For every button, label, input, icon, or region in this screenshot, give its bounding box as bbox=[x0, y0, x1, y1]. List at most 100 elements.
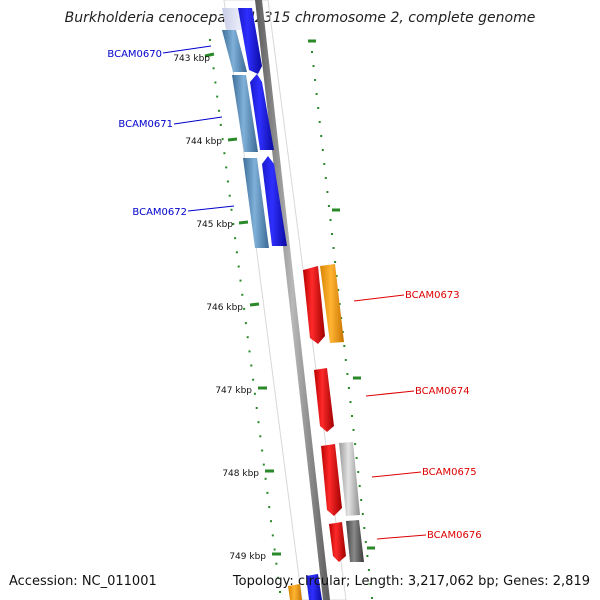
ruler-dot bbox=[243, 307, 246, 310]
gene-label-bcam0673[interactable]: BCAM0673 bbox=[405, 290, 460, 301]
ruler-dot bbox=[271, 534, 274, 537]
gene-label-bcam0676[interactable]: BCAM0676 bbox=[427, 530, 482, 541]
ruler-dot bbox=[266, 491, 269, 494]
gene-arrow-partial-top[interactable] bbox=[222, 8, 242, 30]
ruler-dot bbox=[358, 485, 361, 487]
ruler-dot bbox=[234, 237, 237, 240]
ruler-dot bbox=[357, 471, 360, 473]
ruler-left bbox=[209, 39, 281, 593]
map-title: Burkholderia cenocepacia J2315 chromosom… bbox=[64, 10, 536, 26]
gene-arrow-bcam0670[interactable] bbox=[222, 8, 262, 74]
gene-arrow-partial-bottom[interactable] bbox=[288, 574, 322, 600]
ruler-dot bbox=[223, 152, 226, 155]
ruler-dot bbox=[270, 520, 272, 523]
tick-label-745: 745 kbp bbox=[196, 220, 233, 230]
gene-label-bcam0670[interactable]: BCAM0670 bbox=[107, 49, 162, 60]
ruler-dot bbox=[312, 65, 315, 67]
ruler-dot bbox=[239, 279, 242, 282]
ruler-dot bbox=[361, 513, 364, 515]
ruler-dot bbox=[343, 345, 346, 347]
ruler-dot bbox=[264, 477, 267, 480]
ruler-dot bbox=[366, 555, 369, 557]
ruler-dot bbox=[219, 123, 222, 126]
ruler-dot bbox=[262, 463, 265, 466]
ruler-dot bbox=[352, 429, 355, 431]
ruler-dot bbox=[259, 435, 262, 438]
genome-summary: Topology: circular; Length: 3,217,062 bp… bbox=[232, 574, 590, 589]
gene-arrow-bcam0675[interactable] bbox=[321, 442, 360, 516]
ruler-dot bbox=[221, 138, 224, 141]
tick-label-749: 749 kbp bbox=[229, 552, 266, 562]
ruler-dot bbox=[347, 387, 350, 389]
ruler-dot bbox=[346, 373, 349, 375]
gene-arrow-bcam0671[interactable] bbox=[232, 74, 274, 152]
ruler-dot bbox=[244, 322, 247, 325]
ruler-dot bbox=[354, 443, 357, 445]
ruler-dot bbox=[225, 166, 228, 169]
ruler-dot bbox=[226, 180, 229, 183]
ruler-dot bbox=[332, 247, 335, 249]
ruler-dot bbox=[364, 541, 367, 543]
ruler-dot bbox=[250, 364, 253, 367]
ruler-dot bbox=[257, 421, 260, 424]
ruler-dot bbox=[360, 499, 363, 501]
gene-label-bcam0671[interactable]: BCAM0671 bbox=[118, 119, 173, 130]
ruler-dot bbox=[273, 548, 276, 551]
ruler-dot bbox=[314, 79, 317, 81]
right-gene-labels: BCAM0673 BCAM0674 BCAM0675 BCAM0676 bbox=[353, 290, 482, 541]
ruler-dot bbox=[252, 378, 255, 381]
ruler-dot bbox=[268, 506, 271, 509]
ruler-dot bbox=[241, 293, 244, 296]
ruler-dot bbox=[335, 275, 338, 277]
accession-label: Accession: NC_011001 bbox=[9, 574, 157, 589]
ruler-dot bbox=[311, 51, 313, 53]
ruler-dot bbox=[320, 135, 323, 137]
ruler-dot bbox=[218, 109, 220, 112]
ruler-dot bbox=[275, 562, 278, 565]
ruler-dot bbox=[216, 95, 219, 98]
ruler-dot bbox=[371, 597, 373, 599]
gene-arrow-bcam0672[interactable] bbox=[243, 156, 287, 248]
tick-marks bbox=[204, 39, 375, 556]
tick-label-743: 743 kbp bbox=[173, 54, 210, 64]
ruler-dot bbox=[331, 233, 333, 235]
ruler-dot bbox=[334, 261, 337, 263]
tick-label-746: 746 kbp bbox=[206, 303, 243, 313]
ruler-dot bbox=[237, 265, 240, 268]
gene-arrow-bcam0674[interactable] bbox=[314, 368, 334, 432]
ruler-dot bbox=[209, 39, 211, 41]
ruler-dot bbox=[349, 401, 352, 403]
ruler-dot bbox=[355, 457, 358, 459]
ruler-dot bbox=[230, 208, 233, 211]
ruler-dot bbox=[279, 591, 281, 593]
ruler-dot bbox=[228, 194, 231, 197]
ruler-dot bbox=[248, 350, 251, 353]
ruler-dot bbox=[214, 81, 217, 84]
ruler-dot bbox=[351, 415, 353, 417]
left-gene-labels: BCAM0670 BCAM0671 BCAM0672 bbox=[107, 45, 235, 218]
ruler-dot bbox=[315, 93, 318, 95]
ruler-dot bbox=[337, 289, 340, 291]
tick-label-748: 748 kbp bbox=[222, 469, 259, 479]
ruler-dot bbox=[344, 359, 347, 361]
gene-arrow-bcam0676[interactable] bbox=[329, 520, 364, 562]
ruler-dot bbox=[255, 407, 258, 409]
gene-label-bcam0674[interactable]: BCAM0674 bbox=[415, 386, 470, 397]
ruler-dot bbox=[369, 583, 372, 585]
ruler-dot bbox=[277, 576, 280, 579]
ruler-dot bbox=[261, 449, 264, 452]
ruler-dot bbox=[363, 527, 366, 529]
ruler-dot bbox=[317, 107, 320, 109]
ruler-dot bbox=[253, 392, 256, 395]
ruler-dot bbox=[232, 223, 235, 225]
ruler-dot bbox=[327, 205, 330, 207]
ruler-dot bbox=[326, 191, 329, 193]
backbone-outline bbox=[223, 0, 347, 600]
gene-label-bcam0672[interactable]: BCAM0672 bbox=[132, 207, 187, 218]
ruler-dot bbox=[338, 303, 341, 305]
gene-label-bcam0675[interactable]: BCAM0675 bbox=[422, 467, 477, 478]
tick-label-747: 747 kbp bbox=[215, 386, 252, 396]
ruler-dot bbox=[246, 336, 249, 339]
gene-arrow-bcam0673[interactable] bbox=[303, 264, 344, 344]
